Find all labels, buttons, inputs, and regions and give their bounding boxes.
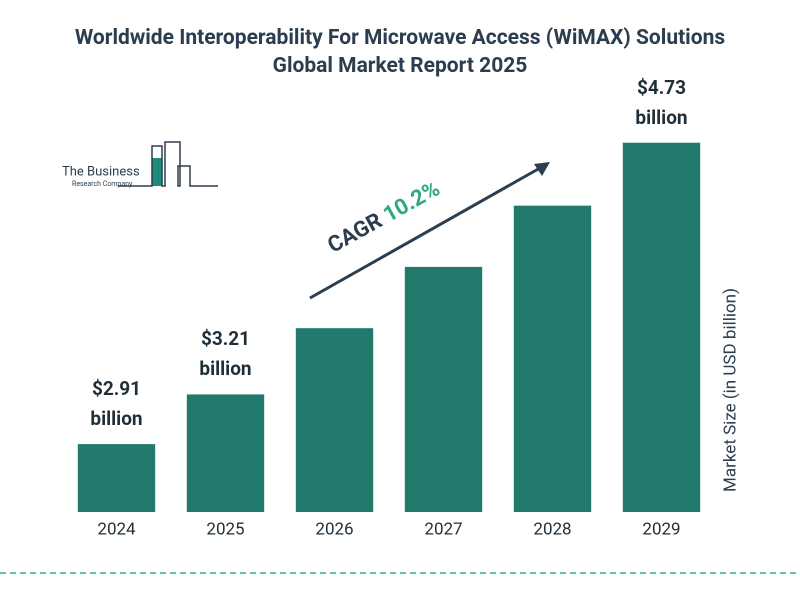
cagr: CAGR 10.2%	[324, 176, 445, 258]
bar	[622, 142, 701, 512]
x-tick-label: 2027	[424, 519, 462, 539]
x-tick-label: 2029	[642, 519, 680, 539]
logo-bar	[152, 158, 162, 186]
x-tick-label: 2028	[533, 519, 571, 539]
logo-subtitle: Research Company	[72, 180, 133, 188]
cagr-arrowhead	[534, 162, 550, 176]
bar	[295, 328, 374, 512]
x-tick-label: 2025	[206, 519, 244, 539]
bar	[404, 266, 483, 512]
x-tick-label: 2024	[97, 519, 136, 539]
x-tick-label: 2026	[315, 519, 353, 539]
cagr-arrow	[309, 166, 541, 300]
value-label: $3.21 billion	[199, 327, 252, 381]
chart-title: Worldwide Interoperability For Microwave…	[74, 26, 726, 78]
bar	[513, 205, 592, 512]
logo-name: The Business	[62, 164, 140, 179]
y-axis-label: Market Size (in USD billion)	[720, 288, 740, 492]
cagr-label: CAGR	[324, 208, 387, 258]
value-label: $2.91 billion	[90, 377, 143, 431]
bar	[186, 394, 265, 512]
logo-lines	[118, 141, 218, 187]
cagr-value: 10.2%	[379, 176, 444, 227]
bar	[77, 444, 156, 512]
value-label: $4.73 billion	[635, 75, 688, 129]
logo: The Business Research Company	[62, 141, 218, 188]
